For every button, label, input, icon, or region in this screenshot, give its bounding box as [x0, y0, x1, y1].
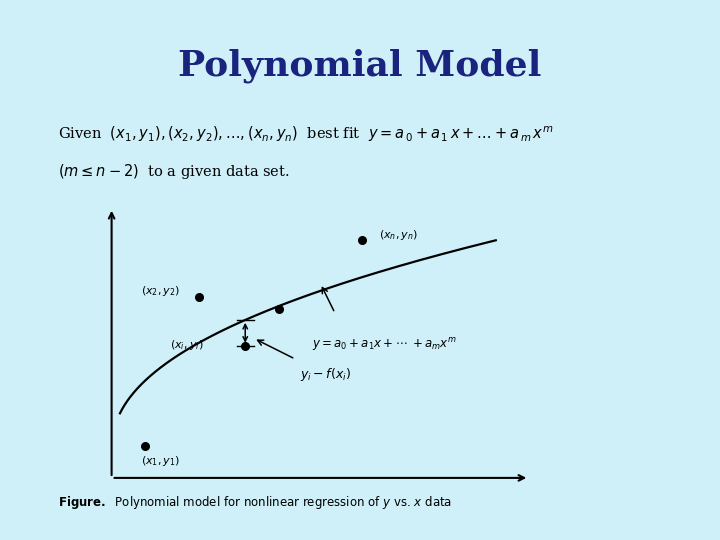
Text: Given  $(x_1, y_1), (x_2, y_2), \ldots, (x_n, y_n)$  best fit  $y = a_{\,0} + a_: Given $(x_1, y_1), (x_2, y_2), \ldots, (…	[58, 124, 553, 144]
Text: $(x_1, y_1)$: $(x_1, y_1)$	[141, 454, 180, 468]
Text: $(x_2, y_2)$: $(x_2, y_2)$	[141, 284, 180, 298]
Text: $(m \leq n - 2)$  to a given data set.: $(m \leq n - 2)$ to a given data set.	[58, 162, 289, 181]
Text: $(x_i, y_i)$: $(x_i, y_i)$	[170, 339, 204, 352]
Text: $\mathbf{Figure.}$  Polynomial model for nonlinear regression of $y$ vs. $x$ dat: $\mathbf{Figure.}$ Polynomial model for …	[58, 494, 451, 511]
Text: $y = a_0 + a_1 x + \cdots \; + a_m x^m$: $y = a_0 + a_1 x + \cdots \; + a_m x^m$	[312, 336, 457, 353]
Text: Polynomial Model: Polynomial Model	[179, 49, 541, 83]
Text: $(x_n, y_n)$: $(x_n, y_n)$	[379, 227, 418, 241]
Text: $y_i - f(x_i)$: $y_i - f(x_i)$	[300, 366, 351, 383]
